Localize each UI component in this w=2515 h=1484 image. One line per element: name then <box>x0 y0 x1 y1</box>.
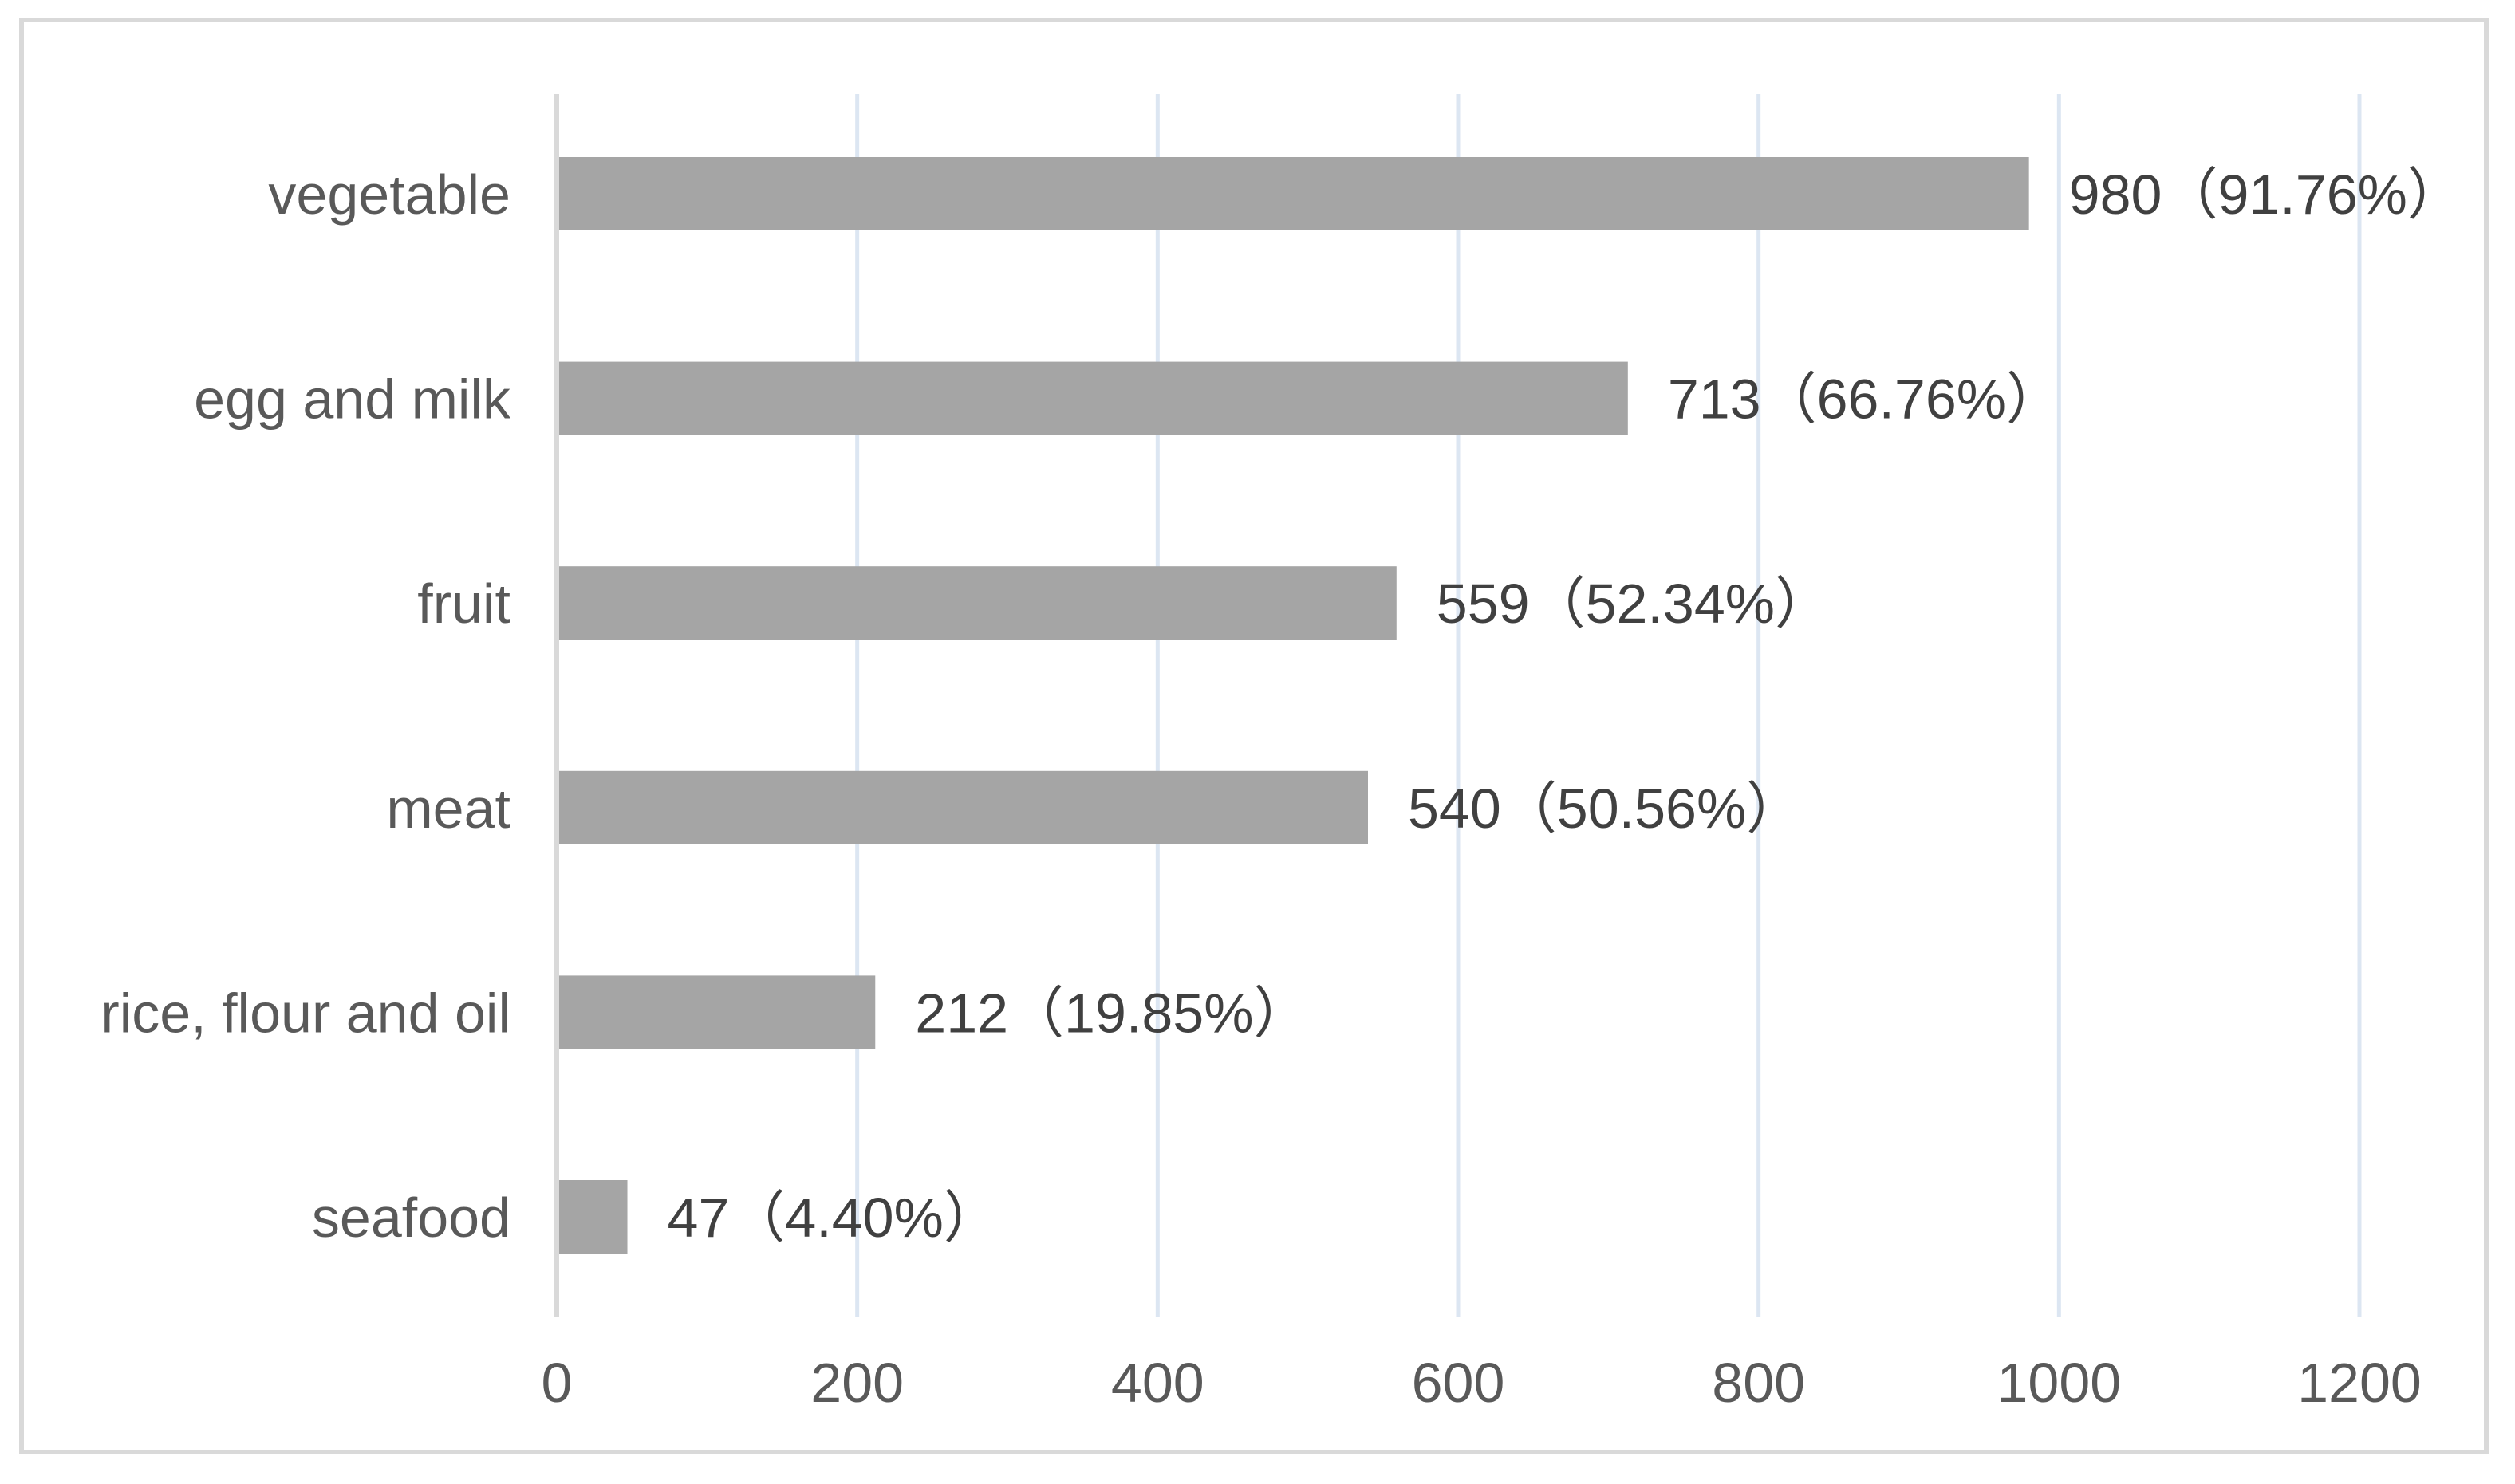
category-label: meat <box>386 777 510 840</box>
x-tick-labels: 0 200 400 600 800 1000 1200 <box>542 1352 2422 1414</box>
data-label: 980（91.76%） <box>2069 163 2463 226</box>
data-label: 212（19.85%） <box>915 982 1309 1044</box>
gridlines <box>855 94 2362 1317</box>
data-label: 47（4.40%） <box>668 1187 999 1249</box>
data-labels: 980（91.76%） 713（66.76%） 559（52.34%） 540（50.… <box>668 163 2463 1249</box>
chart-frame <box>19 18 2489 1454</box>
bar-rice-flour-and-oil <box>557 975 876 1049</box>
category-label: egg and milk <box>194 368 511 431</box>
category-label: vegetable <box>268 163 510 226</box>
x-tick-label: 1000 <box>1997 1352 2121 1414</box>
category-label: seafood <box>312 1187 510 1249</box>
x-tick-label: 600 <box>1412 1352 1505 1414</box>
category-labels: vegetable egg and milk fruit meat rice, flou… <box>101 163 511 1249</box>
x-tick-label: 800 <box>1712 1352 1805 1414</box>
bars <box>557 157 2029 1254</box>
x-tick-label: 400 <box>1111 1352 1204 1414</box>
category-label: rice, flour and oil <box>101 982 510 1044</box>
x-tick-label: 200 <box>810 1352 904 1414</box>
x-tick-label: 1200 <box>2297 1352 2422 1414</box>
data-label: 559（52.34%） <box>1437 573 1831 635</box>
bar-fruit <box>557 566 1397 640</box>
category-label: fruit <box>417 573 510 635</box>
bar-vegetable <box>557 157 2029 230</box>
bar-meat <box>557 770 1368 844</box>
bar-egg-and-milk <box>557 361 1628 435</box>
bar-seafood <box>557 1180 628 1254</box>
data-label: 713（66.76%） <box>1668 368 2062 431</box>
data-label: 540（50.56%） <box>1408 777 1802 840</box>
x-tick-label: 0 <box>542 1352 573 1414</box>
